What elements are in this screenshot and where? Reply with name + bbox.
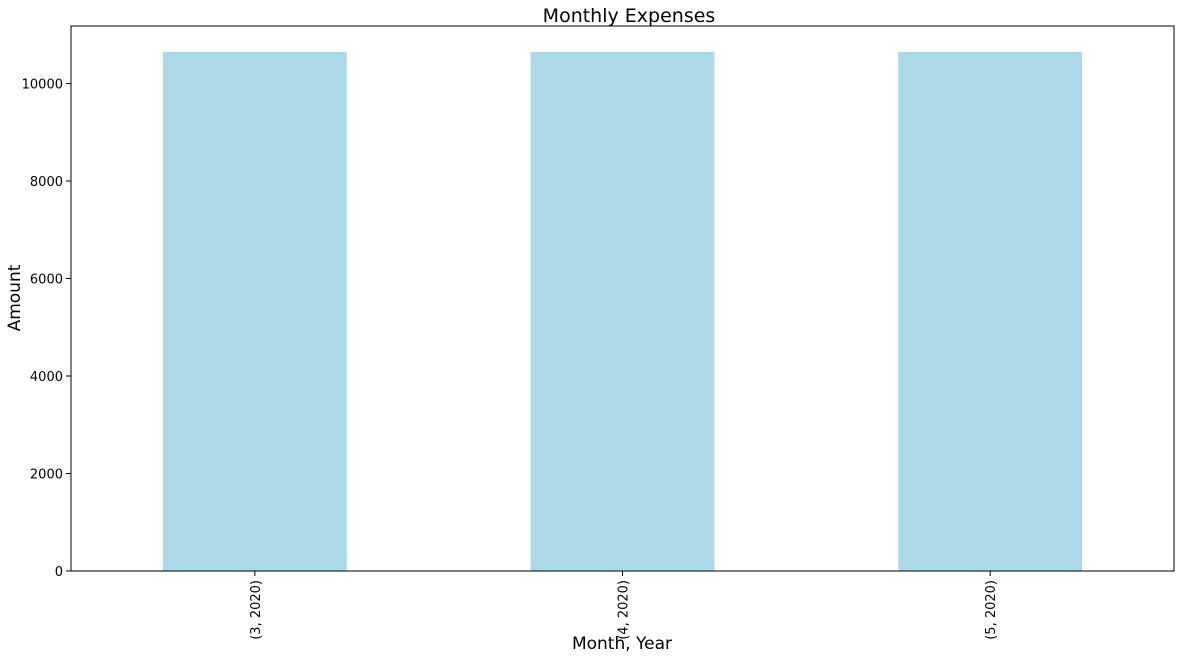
y-tick-label: 8000 — [30, 175, 63, 190]
y-tick-label: 4000 — [30, 370, 63, 385]
x-axis-ticks: (3, 2020) (4, 2020) (5, 2020) — [249, 571, 999, 640]
chart-title: Monthly Expenses — [543, 5, 716, 27]
y-tick-label: 2000 — [30, 468, 63, 483]
y-tick-label: 0 — [55, 565, 63, 580]
y-tick-label: 6000 — [30, 273, 63, 288]
x-tick-label: (5, 2020) — [984, 580, 999, 640]
x-axis-label: Month, Year — [572, 634, 672, 654]
bar-3 — [898, 51, 1083, 572]
y-tick-label: 10000 — [22, 78, 63, 93]
y-axis-label: Amount — [5, 264, 25, 331]
y-axis-ticks: 0 2000 4000 6000 8000 10000 — [22, 78, 71, 580]
bars — [162, 51, 1083, 572]
bar-1 — [162, 51, 347, 572]
bar-2 — [530, 51, 715, 572]
x-tick-label: (4, 2020) — [617, 580, 632, 640]
x-tick-label: (3, 2020) — [249, 580, 264, 640]
